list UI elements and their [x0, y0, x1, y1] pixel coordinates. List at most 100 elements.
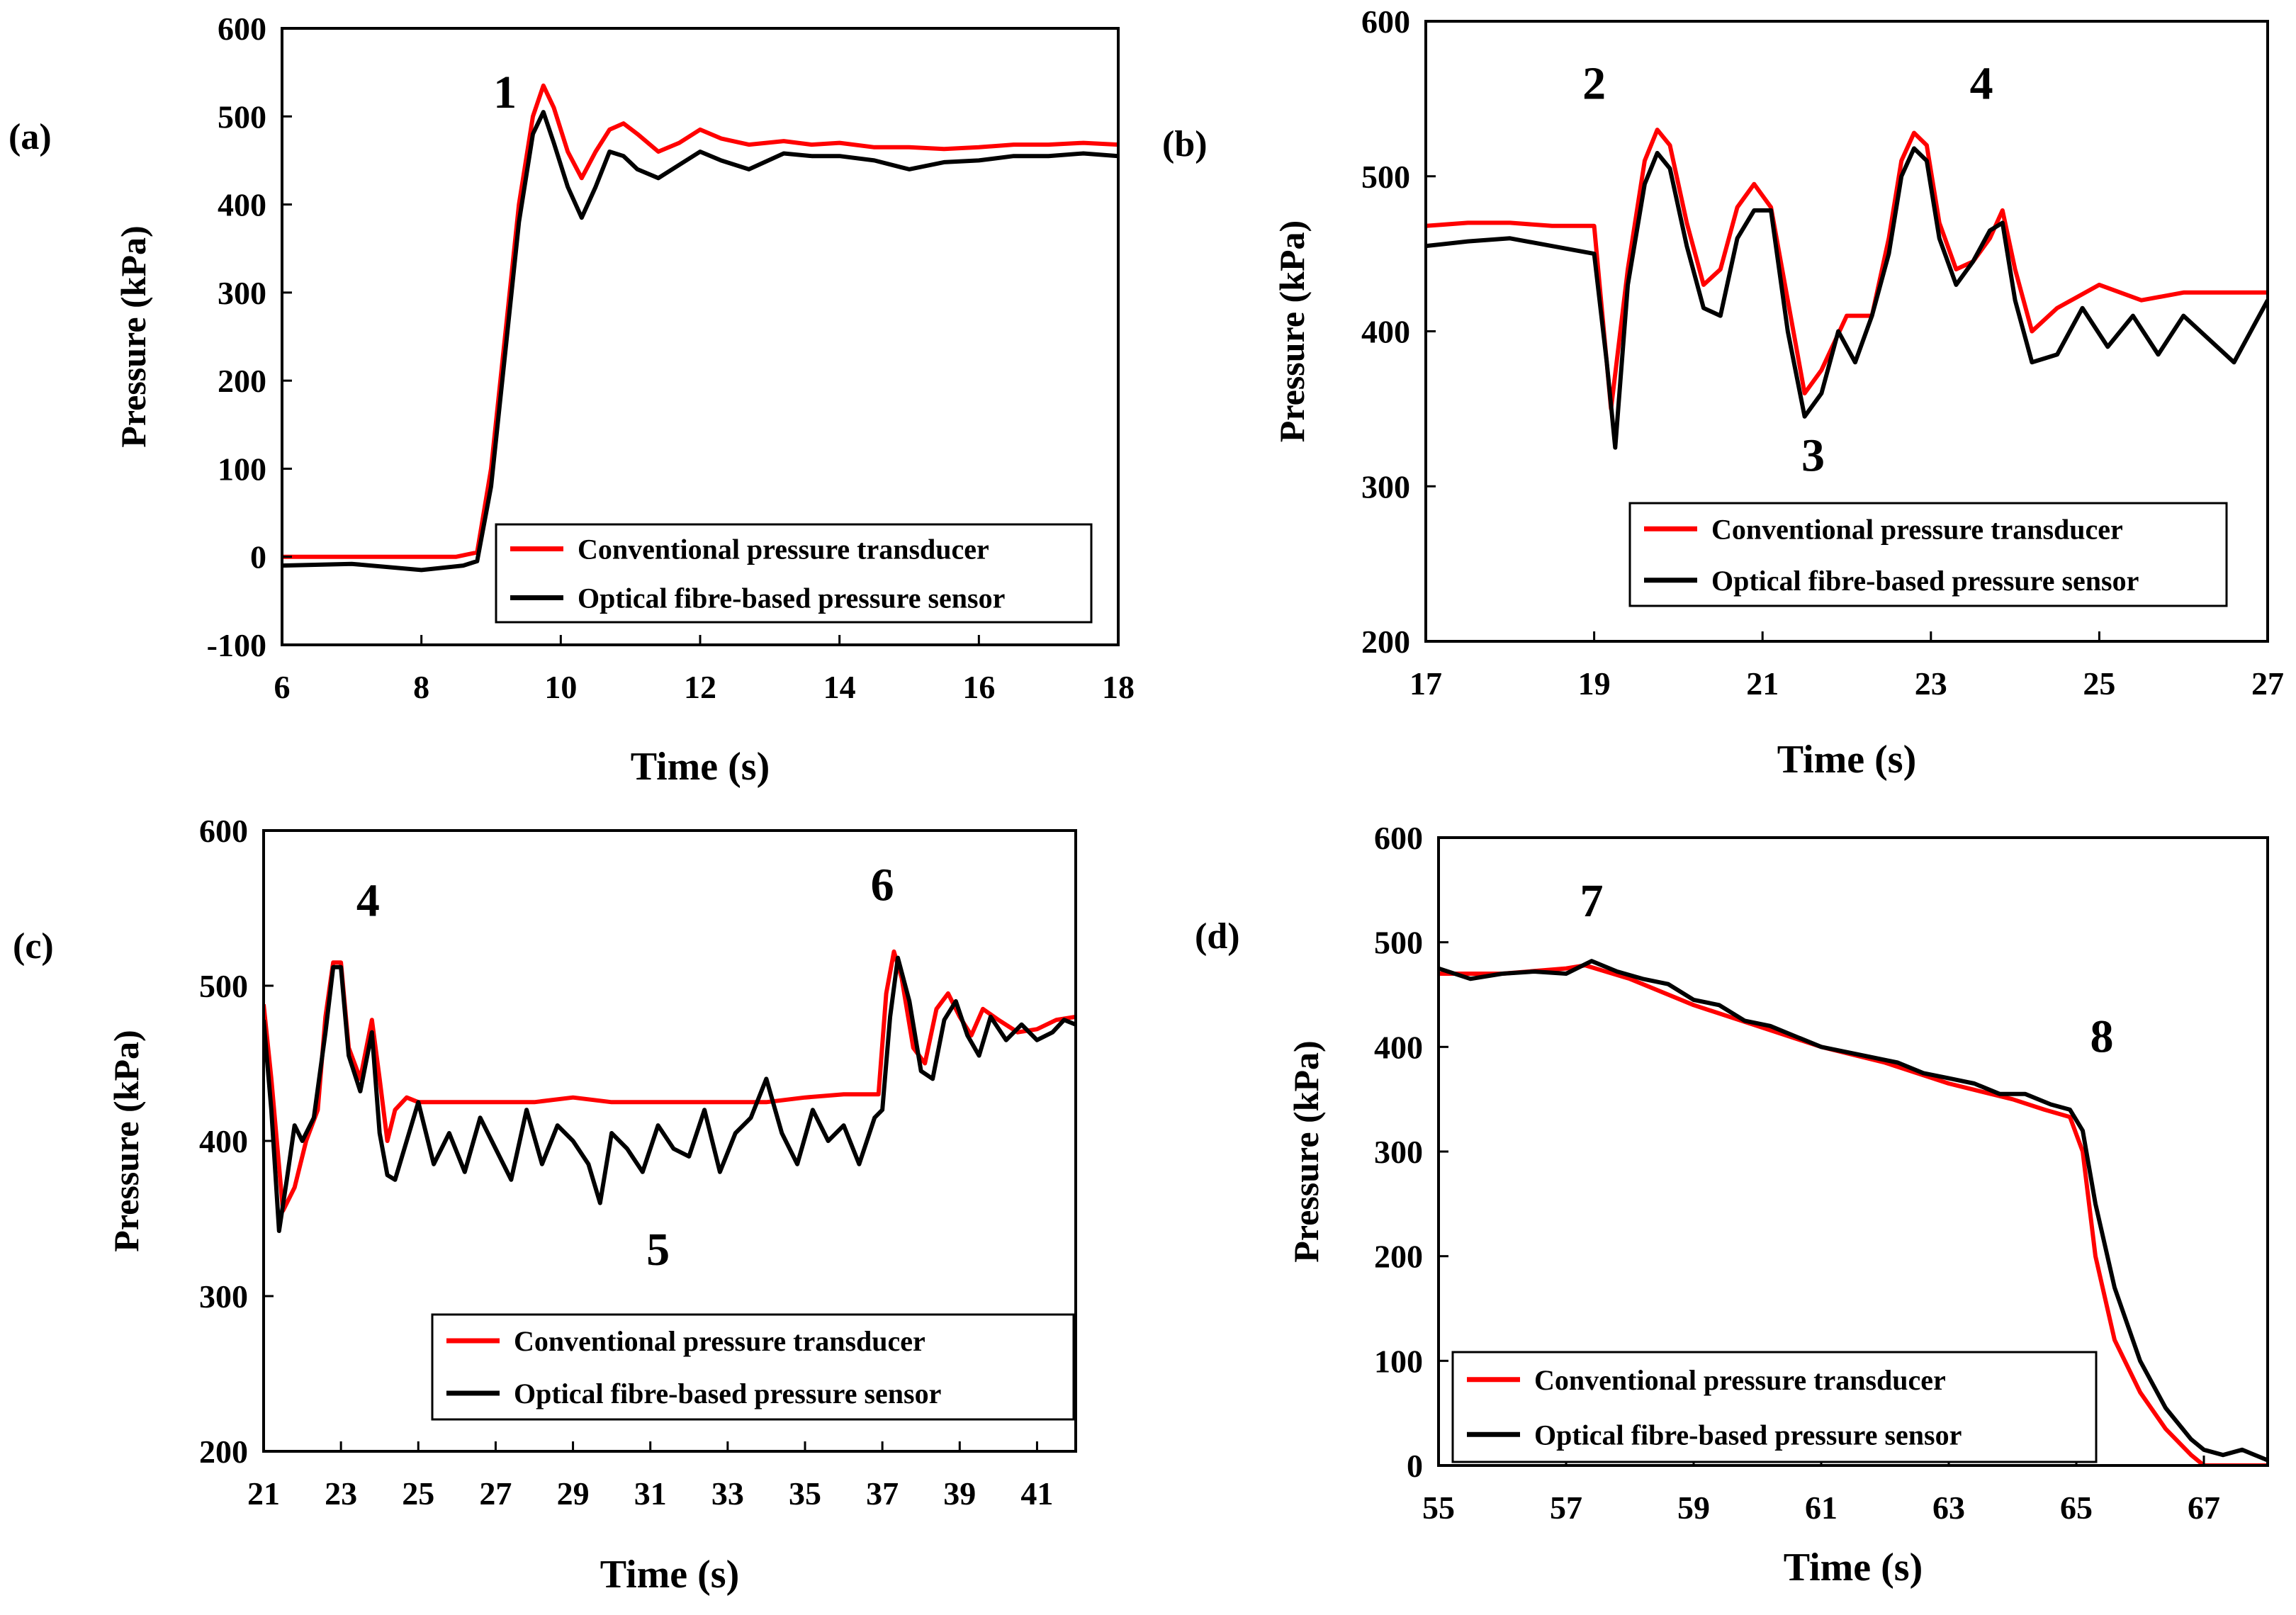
x-tick-label: 17	[1409, 665, 1442, 702]
y-axis-label: Pressure (kPa)	[106, 1030, 146, 1251]
series-line-optical	[1426, 146, 2268, 450]
legend: Conventional pressure transducer Optical …	[1628, 502, 2228, 607]
legend-label-conventional: Conventional pressure transducer	[1711, 513, 2123, 545]
annotation-label: 1	[493, 67, 517, 118]
annotation-label: 6	[871, 860, 894, 911]
annotation-label: 4	[1970, 57, 1993, 109]
x-tick-label: 27	[2251, 665, 2284, 702]
legend-label-optical: Optical fibre-based pressure sensor	[1711, 565, 2139, 597]
annotation-label: 3	[1801, 429, 1825, 481]
x-tick-label: 8	[413, 669, 429, 705]
y-tick-label: 500	[218, 99, 266, 135]
panel-a: (a) 6 8 10 12 14 16 18 -100 0 100 200 300 400 500 600 Ti…	[9, 11, 1135, 789]
y-tick-label: 500	[1374, 925, 1423, 961]
annotation-label: 4	[356, 874, 380, 926]
x-tick-label: 57	[1550, 1490, 1582, 1526]
y-tick-label: -100	[207, 627, 266, 663]
y-tick-label: 400	[199, 1123, 248, 1159]
x-tick-label: 21	[1746, 665, 1779, 702]
y-tick-label: 0	[1407, 1448, 1423, 1484]
x-tick-label: 33	[711, 1475, 744, 1512]
series-line-optical	[264, 955, 1076, 1233]
legend-label-optical: Optical fibre-based pressure sensor	[1534, 1419, 1962, 1451]
y-tick-label: 600	[1374, 820, 1423, 856]
legend: Conventional pressure transducer Optical …	[495, 523, 1093, 624]
y-tick-label: 400	[218, 187, 266, 223]
x-tick-label: 27	[479, 1475, 512, 1512]
x-tick-label: 23	[325, 1475, 357, 1512]
legend: Conventional pressure transducer Optical …	[1451, 1351, 2098, 1463]
legend-box	[431, 1313, 1075, 1421]
x-tick-label: 16	[962, 669, 995, 705]
y-tick-label: 400	[1374, 1029, 1423, 1065]
y-tick-label: 500	[1361, 159, 1410, 195]
x-axis-label: Time (s)	[600, 1553, 740, 1597]
panel-label: (b)	[1162, 124, 1208, 164]
x-tick-label: 14	[823, 669, 856, 705]
panel-c: (c) 21 23 25 27 29 31 33 35 37 39 41 200 300 400 500 600…	[13, 813, 1077, 1597]
legend-box	[1628, 502, 2228, 607]
y-tick-label: 600	[218, 11, 266, 47]
y-tick-label: 200	[1361, 624, 1410, 660]
annotation-label: 8	[2090, 1011, 2114, 1063]
series-line-conventional	[1426, 128, 2268, 411]
x-tick-label: 21	[247, 1475, 280, 1512]
y-tick-label: 400	[1361, 314, 1410, 350]
x-tick-label: 61	[1805, 1490, 1838, 1526]
panel-label: (d)	[1195, 916, 1240, 957]
x-tick-label: 67	[2188, 1490, 2220, 1526]
x-axis-label: Time (s)	[631, 745, 770, 789]
x-tick-label: 18	[1102, 669, 1135, 705]
y-tick-label: 500	[199, 968, 248, 1004]
x-tick-label: 25	[2083, 665, 2115, 702]
legend-label-conventional: Conventional pressure transducer	[1534, 1364, 1946, 1396]
panel-label: (a)	[9, 117, 52, 157]
x-tick-label: 29	[557, 1475, 590, 1512]
annotation-label: 5	[646, 1224, 670, 1276]
x-tick-label: 31	[634, 1475, 667, 1512]
x-tick-label: 25	[402, 1475, 434, 1512]
series-line-conventional	[1439, 963, 2268, 1465]
annotation-label: 7	[1580, 875, 1604, 927]
legend-label-conventional: Conventional pressure transducer	[514, 1325, 925, 1357]
y-tick-label: 200	[199, 1434, 248, 1470]
x-tick-label: 10	[544, 669, 577, 705]
x-tick-label: 37	[866, 1475, 899, 1512]
y-tick-label: 300	[1361, 468, 1410, 505]
y-axis-label: Pressure (kPa)	[1272, 220, 1312, 442]
y-tick-label: 100	[218, 451, 266, 487]
y-axis-label: Pressure (kPa)	[1286, 1040, 1326, 1262]
series-line-conventional	[282, 83, 1118, 559]
y-tick-label: 200	[218, 363, 266, 399]
y-tick-label: 0	[250, 539, 266, 575]
x-axis-label: Time (s)	[1777, 738, 1917, 782]
panel-label: (c)	[13, 926, 54, 967]
x-tick-label: 19	[1578, 665, 1611, 702]
x-tick-label: 41	[1020, 1475, 1053, 1512]
y-tick-label: 300	[199, 1278, 248, 1315]
legend-label-conventional: Conventional pressure transducer	[578, 534, 989, 565]
legend: Conventional pressure transducer Optical …	[431, 1313, 1075, 1421]
x-tick-label: 63	[1932, 1490, 1965, 1526]
series-line-optical	[1439, 959, 2268, 1463]
x-tick-label: 59	[1677, 1490, 1710, 1526]
panel-d: (d) 55 57 59 61 63 65 67 0 100 200 300 400 500 600 Time…	[1195, 820, 2269, 1589]
legend-box	[1451, 1351, 2098, 1463]
annotation-label: 2	[1582, 57, 1606, 109]
x-tick-label: 6	[274, 669, 291, 705]
series-line-optical	[282, 110, 1118, 573]
x-tick-label: 55	[1422, 1490, 1455, 1526]
y-tick-label: 300	[218, 275, 266, 311]
x-tick-label: 23	[1915, 665, 1947, 702]
x-axis-label: Time (s)	[1784, 1546, 1923, 1589]
x-tick-label: 39	[943, 1475, 976, 1512]
y-tick-label: 200	[1374, 1239, 1423, 1275]
y-tick-label: 600	[199, 813, 248, 849]
x-tick-label: 12	[684, 669, 716, 705]
x-tick-label: 65	[2060, 1490, 2093, 1526]
y-axis-label: Pressure (kPa)	[113, 225, 153, 447]
legend-label-optical: Optical fibre-based pressure sensor	[578, 583, 1005, 614]
legend-box	[495, 523, 1093, 624]
x-tick-label: 35	[789, 1475, 821, 1512]
